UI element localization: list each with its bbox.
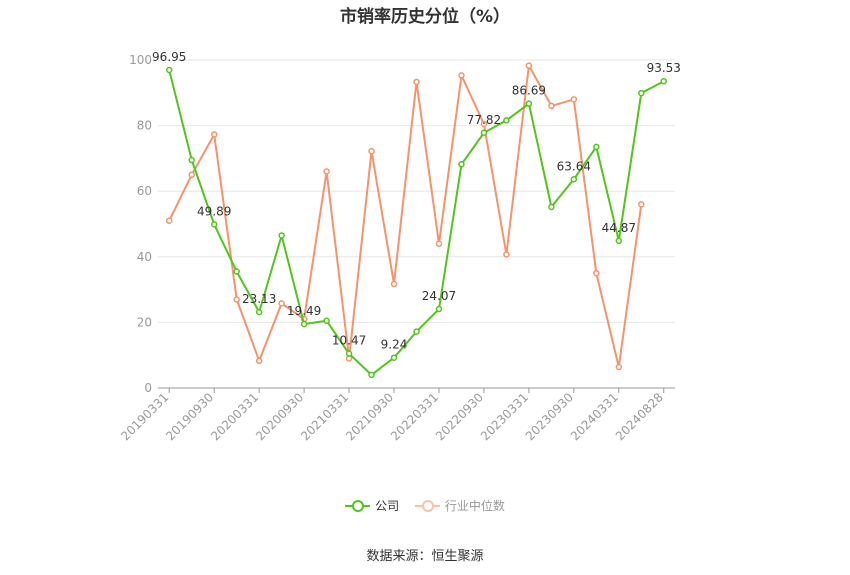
data-source: 数据来源：恒生聚源 <box>366 549 484 564</box>
y-tick-label: 20 <box>137 315 152 329</box>
data-point-company <box>165 66 173 74</box>
legend-label-industry: 行业中位数 <box>444 499 505 513</box>
data-point-industry <box>570 96 578 103</box>
data-point-industry <box>390 280 398 288</box>
data-point-industry <box>638 201 645 208</box>
x-tick-label: 20230331 <box>478 390 531 443</box>
x-tick-label: 20220331 <box>388 390 441 443</box>
data-point-industry <box>188 171 195 179</box>
data-point-company <box>413 328 420 335</box>
data-point-industry <box>480 120 488 128</box>
data-point-industry <box>593 269 600 277</box>
data-point-company <box>660 77 668 85</box>
data-point-company <box>300 320 308 328</box>
data-label: 63.64 <box>557 159 591 173</box>
y-tick-label: 100 <box>129 53 152 67</box>
x-tick-label: 20210930 <box>343 390 396 443</box>
data-point-company <box>548 203 555 211</box>
data-point-company <box>458 161 465 168</box>
legend-item-industry[interactable]: 行业中位数 <box>414 497 505 514</box>
data-point-company <box>255 308 263 316</box>
data-label: 44.87 <box>602 221 636 235</box>
x-tick-label: 20240331 <box>568 390 621 443</box>
data-point-company <box>323 317 330 325</box>
chart-title: 市销率历史分位（%） <box>339 7 511 27</box>
data-label: 19.49 <box>287 304 321 318</box>
data-label: 86.69 <box>512 84 546 98</box>
data-point-company <box>615 237 623 245</box>
data-point-industry <box>615 363 623 371</box>
data-point-industry <box>548 102 555 110</box>
x-tick-label: 20230930 <box>523 390 576 443</box>
y-tick-label: 40 <box>137 250 152 264</box>
legend-swatch-industry <box>414 499 440 513</box>
data-point-company <box>638 89 645 97</box>
data-point-industry <box>278 300 285 307</box>
data-point-company <box>570 176 578 183</box>
data-label: 9.24 <box>381 338 408 352</box>
x-tick-label: 20190331 <box>118 390 171 443</box>
x-tick-label: 20210331 <box>298 390 351 443</box>
x-tick-label: 20240828 <box>613 390 666 443</box>
data-point-company <box>503 117 510 124</box>
data-label: 24.07 <box>422 289 456 303</box>
data-label: 77.82 <box>467 113 501 127</box>
data-label: 23.13 <box>242 292 276 306</box>
series-line-industry <box>168 64 643 368</box>
data-label: 10.47 <box>332 334 366 348</box>
data-point-company <box>435 305 443 313</box>
data-point-company <box>345 350 353 357</box>
chart-plot: 0 20 40 60 80 100 2019033120190930202003312020… <box>118 50 681 443</box>
data-point-company <box>480 129 488 137</box>
data-point-company <box>368 371 375 379</box>
y-tick-label: 60 <box>137 184 152 198</box>
legend-swatch-company <box>345 499 371 513</box>
legend: 公司 行业中位数 <box>0 497 850 516</box>
data-point-industry <box>435 240 443 247</box>
data-point-company <box>525 100 533 107</box>
data-point-industry <box>503 251 510 258</box>
data-point-industry <box>458 72 465 79</box>
data-point-company <box>390 354 398 361</box>
legend-item-company[interactable]: 公司 <box>345 497 399 514</box>
data-label: 93.53 <box>647 61 681 75</box>
data-point-industry <box>255 357 263 365</box>
data-point-industry <box>413 78 420 86</box>
y-tick-label: 0 <box>144 381 152 395</box>
x-tick-label: 20200930 <box>253 390 306 443</box>
data-label: 49.89 <box>197 204 231 218</box>
data-point-industry <box>165 217 173 224</box>
x-tick-label: 20220930 <box>433 390 486 443</box>
data-point-industry <box>323 168 330 175</box>
data-point-company <box>278 232 285 239</box>
data-point-industry <box>368 147 375 155</box>
x-tick-label: 20200331 <box>208 390 261 443</box>
x-tick-label: 20190930 <box>163 390 216 443</box>
data-point-industry <box>233 296 240 303</box>
data-point-industry <box>210 131 218 138</box>
data-point-company <box>593 143 600 151</box>
y-tick-label: 80 <box>137 119 152 133</box>
data-label: 96.95 <box>152 50 186 64</box>
data-point-industry <box>525 62 533 69</box>
legend-label-company: 公司 <box>375 499 400 513</box>
data-point-company <box>233 268 240 275</box>
data-point-company <box>188 156 195 164</box>
data-point-company <box>210 221 218 228</box>
